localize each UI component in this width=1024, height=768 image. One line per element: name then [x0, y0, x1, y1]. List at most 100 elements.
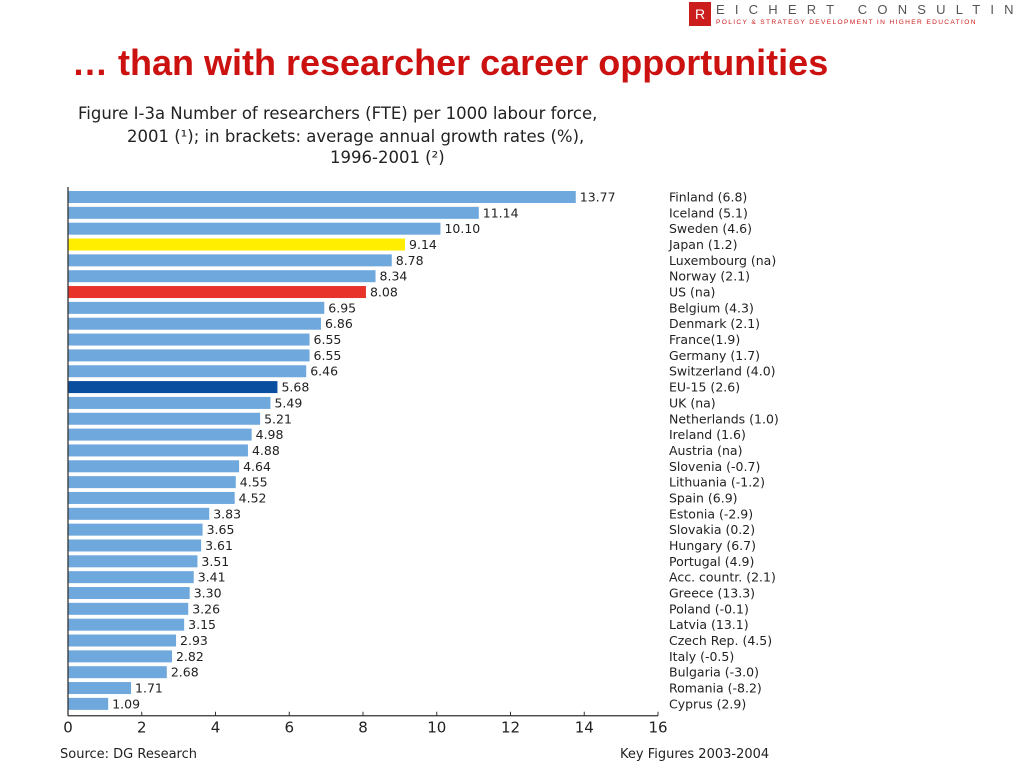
bar-16 [68, 444, 248, 457]
category-label-4: Luxembourg (na) [669, 253, 776, 268]
x-tick-label-4: 8 [358, 719, 368, 737]
bar-value-label-5: 8.34 [380, 269, 408, 284]
bar-8 [68, 317, 321, 330]
bar-value-label-28: 2.93 [180, 633, 208, 648]
category-label-19: Spain (6.9) [669, 490, 738, 505]
category-label-15: Ireland (1.6) [669, 427, 746, 442]
bar-value-label-6: 8.08 [370, 285, 398, 300]
category-label-25: Greece (13.3) [669, 586, 755, 601]
category-label-2: Sweden (4.6) [669, 221, 752, 236]
bar-value-label-11: 6.46 [310, 364, 338, 379]
logo-subtitle: POLICY & STRATEGY DEVELOPMENT IN HIGHER … [716, 19, 977, 26]
bar-11 [68, 365, 307, 378]
category-label-20: Estonia (-2.9) [669, 506, 753, 521]
x-tick-label-2: 4 [211, 719, 221, 737]
bar-value-label-21: 3.65 [207, 522, 235, 537]
bar-30 [68, 666, 167, 679]
bar-value-label-3: 9.14 [409, 237, 437, 252]
bar-value-label-16: 4.88 [252, 443, 280, 458]
bar-23 [68, 555, 198, 568]
category-label-3: Japan (1.2) [668, 237, 737, 252]
category-label-14: Netherlands (1.0) [669, 411, 779, 426]
category-label-26: Poland (-0.1) [669, 601, 749, 616]
category-label-17: Slovenia (-0.7) [669, 459, 760, 474]
category-label-31: Romania (-8.2) [669, 681, 762, 696]
bar-19 [68, 491, 235, 504]
x-tick-label-0: 0 [63, 719, 73, 737]
x-tick-label-6: 12 [501, 719, 520, 737]
bar-14 [68, 412, 261, 425]
category-label-27: Latvia (13.1) [669, 617, 749, 632]
bar-5 [68, 270, 376, 283]
x-tick-label-3: 6 [284, 719, 294, 737]
bar-value-label-8: 6.86 [325, 316, 353, 331]
bar-value-label-10: 6.55 [314, 348, 342, 363]
bar-value-label-30: 2.68 [171, 665, 199, 680]
bar-value-label-2: 10.10 [444, 221, 480, 236]
bar-10 [68, 349, 310, 362]
category-label-8: Denmark (2.1) [669, 316, 760, 331]
publication-reference: Key Figures 2003-2004 [620, 747, 770, 762]
category-label-32: Cyprus (2.9) [669, 696, 746, 711]
category-label-16: Austria (na) [669, 443, 742, 458]
category-label-22: Hungary (6.7) [669, 538, 756, 553]
bar-3 [68, 238, 406, 251]
category-label-10: Germany (1.7) [669, 348, 760, 363]
bar-value-label-12: 5.68 [281, 380, 309, 395]
bar-6 [68, 286, 366, 299]
bar-15 [68, 428, 252, 441]
bar-13 [68, 396, 271, 409]
bar-value-label-1: 11.14 [483, 205, 519, 220]
bar-22 [68, 539, 202, 552]
category-label-29: Italy (-0.5) [669, 649, 734, 664]
category-label-0: Finland (6.8) [669, 190, 747, 205]
bar-4 [68, 254, 392, 267]
bar-2 [68, 222, 441, 235]
bar-value-label-27: 3.15 [188, 617, 216, 632]
bar-0 [68, 191, 576, 203]
x-tick-label-5: 10 [427, 719, 446, 737]
category-label-6: US (na) [669, 285, 715, 300]
category-label-24: Acc. countr. (2.1) [669, 570, 776, 585]
bar-29 [68, 650, 172, 663]
bar-value-label-24: 3.41 [198, 570, 226, 585]
bar-value-label-22: 3.61 [205, 538, 233, 553]
bar-7 [68, 301, 325, 314]
bar-value-label-15: 4.98 [256, 427, 284, 442]
reichert-consulting-logo: R EICHERT CONSULTING POLICY & STRATEGY D… [689, 2, 1024, 30]
figure-title-line-2: 2001 (¹); in brackets: average annual gr… [127, 127, 585, 146]
category-label-7: Belgium (4.3) [669, 300, 754, 315]
logo-letter-box: R [689, 2, 711, 26]
x-tick-label-8: 16 [648, 719, 667, 737]
x-tick-label-1: 2 [137, 719, 147, 737]
bar-value-label-26: 3.26 [192, 601, 220, 616]
bar-value-label-31: 1.71 [135, 681, 163, 696]
category-label-9: France(1.9) [669, 332, 740, 347]
bar-28 [68, 634, 177, 647]
bar-value-label-20: 3.83 [213, 506, 241, 521]
category-label-18: Lithuania (-1.2) [669, 475, 765, 490]
logo-name: EICHERT CONSULTING [716, 2, 1024, 17]
bar-value-label-18: 4.55 [240, 475, 268, 490]
bar-20 [68, 507, 210, 520]
bar-value-label-0: 13.77 [580, 190, 616, 205]
bar-value-label-19: 4.52 [239, 490, 267, 505]
bar-25 [68, 587, 190, 599]
bar-value-label-17: 4.64 [243, 459, 271, 474]
bar-21 [68, 523, 203, 536]
slide-title: … than with researcher career opportunit… [72, 42, 829, 83]
bar-value-label-23: 3.51 [201, 554, 229, 569]
category-label-12: EU-15 (2.6) [669, 380, 740, 395]
source-note: Source: DG Research [60, 747, 198, 762]
bar-26 [68, 602, 189, 615]
bar-18 [68, 476, 236, 489]
bar-value-label-7: 6.95 [328, 300, 356, 315]
category-label-23: Portugal (4.9) [669, 554, 754, 569]
category-label-1: Iceland (5.1) [669, 205, 748, 220]
bar-value-label-32: 1.09 [112, 696, 140, 711]
bar-9 [68, 333, 310, 346]
bar-12 [68, 381, 278, 394]
bar-27 [68, 618, 185, 631]
bar-24 [68, 571, 194, 584]
